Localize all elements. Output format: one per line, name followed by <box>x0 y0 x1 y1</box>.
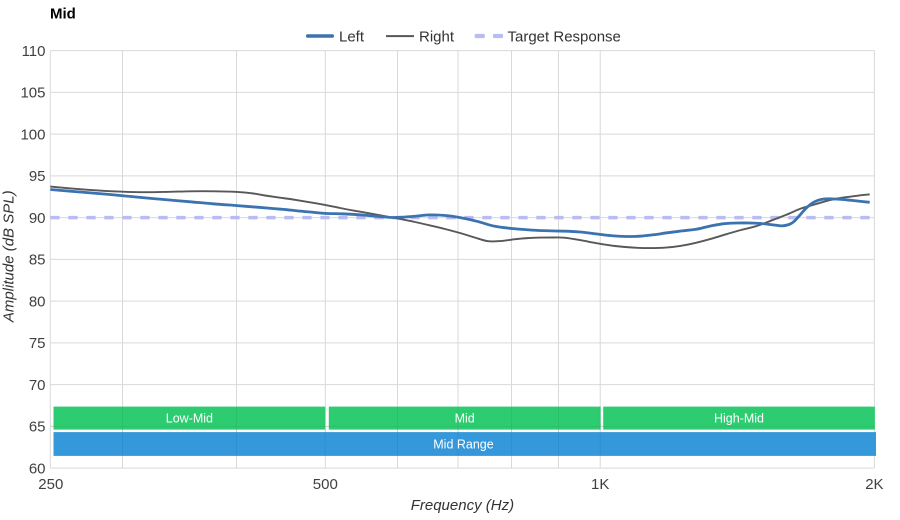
svg-text:1K: 1K <box>591 476 609 493</box>
svg-text:Amplitude (dB SPL): Amplitude (dB SPL) <box>0 190 17 323</box>
svg-text:100: 100 <box>20 126 45 143</box>
svg-text:Low-Mid: Low-Mid <box>166 412 213 426</box>
svg-text:2K: 2K <box>865 476 883 493</box>
svg-text:70: 70 <box>29 377 46 394</box>
svg-text:110: 110 <box>22 43 46 60</box>
svg-text:500: 500 <box>313 476 338 493</box>
svg-text:105: 105 <box>20 85 45 102</box>
svg-text:Mid: Mid <box>455 412 475 426</box>
svg-text:High-Mid: High-Mid <box>714 412 764 426</box>
svg-text:Target Response: Target Response <box>508 28 621 45</box>
svg-text:90: 90 <box>29 210 46 227</box>
svg-text:Mid: Mid <box>50 6 76 23</box>
svg-text:250: 250 <box>38 476 63 493</box>
svg-text:80: 80 <box>29 293 46 310</box>
svg-text:65: 65 <box>29 419 46 436</box>
svg-text:Left: Left <box>339 28 365 45</box>
svg-text:85: 85 <box>29 252 46 269</box>
svg-text:Mid Range: Mid Range <box>433 437 493 451</box>
svg-text:95: 95 <box>29 168 46 185</box>
svg-text:Frequency (Hz): Frequency (Hz) <box>411 497 514 514</box>
svg-text:60: 60 <box>29 460 46 477</box>
svg-text:Right: Right <box>419 28 455 45</box>
svg-text:75: 75 <box>29 335 46 352</box>
